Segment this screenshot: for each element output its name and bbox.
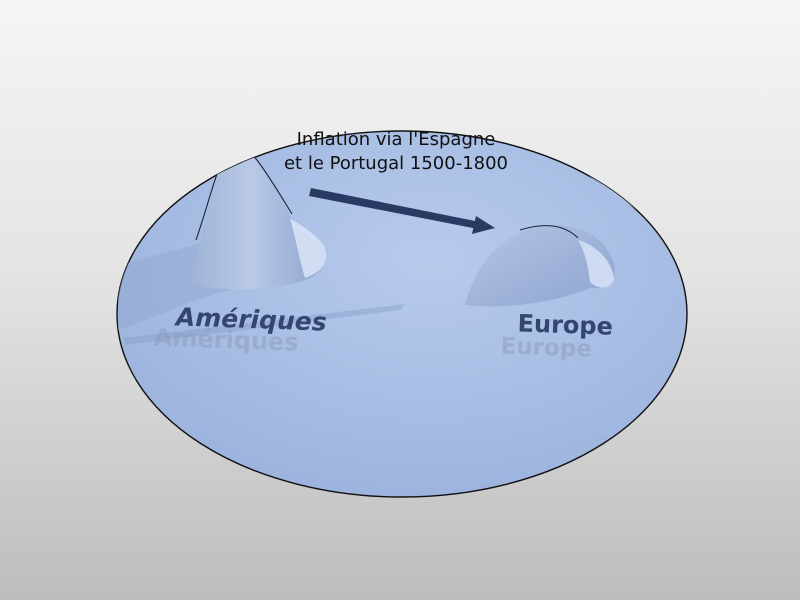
europe-mound bbox=[465, 225, 615, 307]
americas-label-reflection: Amériques bbox=[153, 323, 299, 356]
americas-peak bbox=[190, 142, 326, 290]
europe-label-reflection: Europe bbox=[500, 333, 592, 362]
europe-label: Europe bbox=[517, 309, 613, 340]
americas-peak-highlight bbox=[290, 218, 326, 278]
europe-mound-rim bbox=[519, 225, 579, 239]
americas-label: Amériques bbox=[173, 302, 327, 336]
europe-mound-highlight bbox=[578, 240, 614, 288]
flow-arrow bbox=[309, 188, 495, 234]
caption-line-2: et le Portugal 1500-1800 bbox=[284, 153, 508, 174]
arrow-reflection bbox=[124, 304, 405, 345]
caption-line-1: Inflation via l'Espagne bbox=[297, 129, 496, 150]
